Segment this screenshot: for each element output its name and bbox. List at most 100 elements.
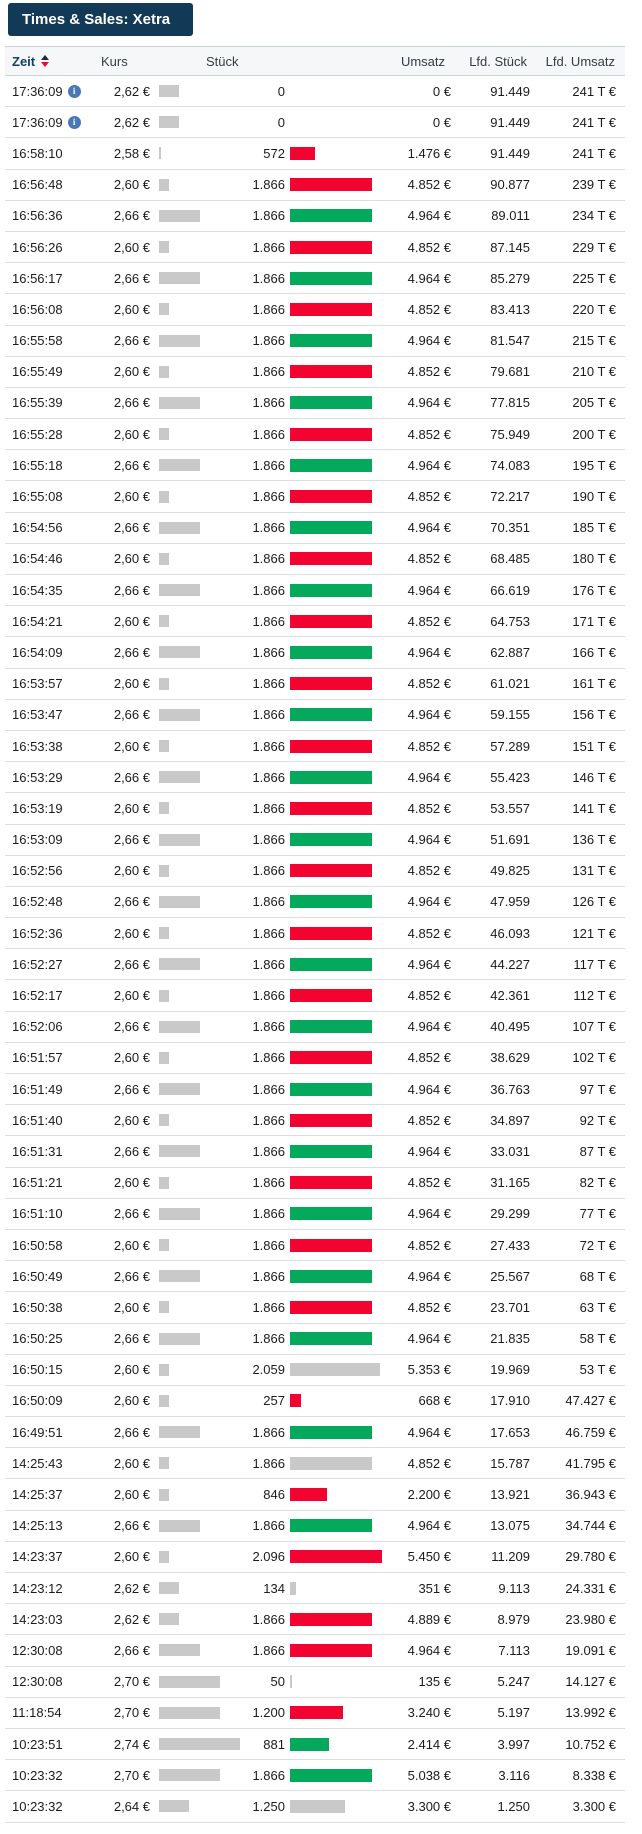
umsatz-value: 4.964 € [407,333,451,349]
umsatz-value: 4.852 € [407,177,451,193]
trade-time: 16:50:58 [12,1237,63,1253]
trade-time: 16:55:58 [12,333,63,349]
price-range-bar [159,1020,200,1033]
stueck-value: 1.866 [252,1642,285,1658]
stueck-bar-cell [285,1612,382,1626]
price-range-bar [159,209,200,222]
stueck-bar-cell [285,240,382,254]
info-icon[interactable]: i [67,115,81,129]
stueck-bar-cell [285,552,382,566]
kurs-bar-cell [150,1550,246,1563]
kurs-value: 2,60 € [113,738,150,754]
price-range-bar [159,1239,170,1252]
kurs-bar-cell [150,740,246,753]
stueck-bar-cell [285,1113,382,1127]
kurs-bar-cell [150,85,246,98]
stueck-bar-cell [285,770,382,784]
stueck-bar-cell [285,645,382,659]
table-row: 16:51:10 2,66 € 1.866 4.964 € 29.299 77 T € [5,1199,625,1230]
kurs-bar-cell [150,708,246,721]
lfd-umsatz-value: 24.331 € [565,1580,616,1596]
kurs-value: 2,66 € [113,832,150,848]
kurs-value: 2,60 € [113,863,150,879]
stueck-bar-cell [285,1082,382,1096]
price-range-bar [159,178,170,191]
column-header-zeit[interactable]: Zeit [5,54,101,69]
table-row: 17:36:09 i 2,62 € 0 0 € 91.449 241 T € [5,76,625,108]
sort-icon[interactable] [41,55,50,67]
kurs-bar-cell [150,1488,246,1501]
lfd-stueck-value: 27.433 [490,1237,530,1253]
umsatz-value: 4.964 € [407,644,451,660]
table-row: 16:53:09 2,66 € 1.866 4.964 € 51.691 136 T € [5,825,625,856]
kurs-bar-cell [150,116,246,129]
kurs-value: 2,60 € [113,1299,150,1315]
volume-bar-down [290,427,372,441]
kurs-value: 2,66 € [113,1206,150,1222]
lfd-umsatz-value: 171 T € [572,613,616,629]
kurs-bar-cell [150,272,246,285]
trade-time: 16:53:09 [12,832,63,848]
table-row: 16:49:51 2,66 € 1.866 4.964 € 17.653 46.759 € [5,1417,625,1449]
price-range-bar [159,1488,170,1501]
page-title: Times & Sales: Xetra [8,3,193,36]
kurs-bar-cell [150,864,246,877]
price-range-bar [159,802,170,815]
lfd-stueck-value: 3.997 [497,1736,530,1752]
lfd-stueck-value: 47.959 [490,894,530,910]
kurs-bar-cell [150,459,246,472]
stueck-value: 1.866 [252,301,285,317]
kurs-value: 2,60 € [113,925,150,941]
volume-bar-down [290,864,372,878]
kurs-value: 2,60 € [113,1237,150,1253]
kurs-value: 2,60 € [113,177,150,193]
zeit-cell: 16:50:49 [5,1269,101,1284]
umsatz-value: 4.964 € [407,1206,451,1222]
lfd-umsatz-value: 241 T € [572,145,616,161]
volume-bar-up [290,1519,372,1533]
lfd-stueck-value: 64.753 [490,613,530,629]
zeit-cell: 16:55:08 [5,489,101,504]
info-icon[interactable]: i [67,84,81,98]
kurs-bar-cell [150,396,246,409]
umsatz-value: 4.852 € [407,1112,451,1128]
price-range-bar [159,677,170,690]
lfd-umsatz-value: 225 T € [572,270,616,286]
lfd-stueck-value: 81.547 [490,333,530,349]
lfd-stueck-value: 87.145 [490,239,530,255]
volume-bar-down [290,614,372,628]
umsatz-value: 4.852 € [407,613,451,629]
umsatz-value: 4.964 € [407,1019,451,1035]
kurs-bar-cell [150,303,246,316]
column-header-lfd-umsatz: Lfd. Umsatz [545,53,615,69]
table-row: 14:23:37 2,60 € 2.096 5.450 € 11.209 29.780 € [5,1542,625,1573]
price-range-bar [159,1644,200,1657]
umsatz-value: 351 € [418,1580,451,1596]
kurs-bar-cell [150,615,246,628]
lfd-umsatz-value: 34.744 € [565,1518,616,1534]
umsatz-value: 4.964 € [407,208,451,224]
price-range-bar [159,708,200,721]
stueck-value: 1.866 [252,800,285,816]
volume-bar-down [290,1113,372,1127]
stueck-bar-cell [285,1207,382,1221]
umsatz-value: 4.964 € [407,1331,451,1347]
trade-time: 16:50:09 [12,1393,63,1409]
table-body: 17:36:09 i 2,62 €0 0 €91.449 241 T €17:36:09… [5,76,625,1823]
lfd-umsatz-value: 176 T € [572,582,616,598]
lfd-stueck-value: 72.217 [490,489,530,505]
volume-bar-down [290,739,372,753]
volume-bar-up [290,957,372,971]
kurs-value: 2,60 € [113,364,150,380]
lfd-stueck-value: 62.887 [490,644,530,660]
lfd-stueck-value: 83.413 [490,301,530,317]
volume-bar-neutral [290,1799,345,1813]
kurs-value: 2,60 € [113,800,150,816]
lfd-stueck-value: 75.949 [490,426,530,442]
table-row: 16:52:27 2,66 € 1.866 4.964 € 44.227 117 T € [5,949,625,981]
table-row: 16:53:47 2,66 € 1.866 4.964 € 59.155 156 T € [5,700,625,731]
price-range-bar [159,521,200,534]
lfd-stueck-value: 29.299 [490,1206,530,1222]
umsatz-value: 4.852 € [407,1050,451,1066]
table-row: 14:23:03 2,62 € 1.866 4.889 € 8.979 23.980 € [5,1604,625,1636]
